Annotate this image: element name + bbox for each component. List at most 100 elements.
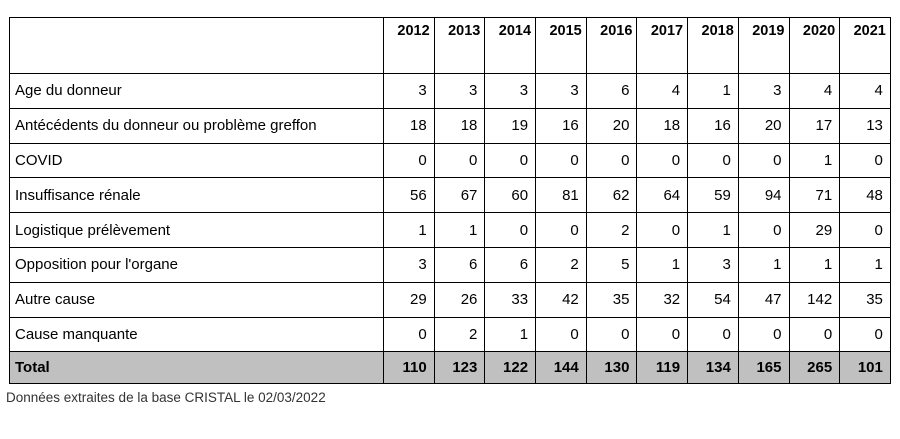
row-label: Age du donneur [9,73,384,109]
row-label: Insuffisance rénale [9,177,384,214]
value-cell: 0 [737,212,790,248]
value-cell: 67 [433,177,486,214]
value-cell: 0 [585,316,638,353]
value-cell: 42 [535,281,587,318]
value-cell: 1 [737,246,790,283]
value-cell: 33 [484,281,537,318]
year-header-2021: 2021 [839,17,891,74]
table-row: Age du donneur 3 3 3 3 6 4 1 3 4 4 [9,73,891,109]
causes-table: 2012 2013 2014 2015 2016 2017 2018 2019 2020 2021… [9,17,891,385]
value-cell: 48 [839,177,891,214]
value-cell: 0 [383,142,435,179]
source-footnote: Données extraites de la base CRISTAL le … [6,390,326,405]
value-cell: 0 [788,316,841,353]
year-header-2016: 2016 [585,17,638,74]
value-cell: 94 [737,177,790,214]
value-cell: 35 [839,281,891,318]
value-cell: 3 [737,73,790,109]
total-value-cell: 165 [737,351,790,385]
value-cell: 13 [839,107,891,144]
value-cell: 5 [585,246,638,283]
value-cell: 29 [788,212,841,248]
value-cell: 4 [788,73,841,109]
year-header-2017: 2017 [636,17,689,74]
table-row: Autre cause 29 26 33 42 35 32 54 47 142 35 [9,281,891,318]
table-row: Insuffisance rénale 56 67 60 81 62 64 59 94 71 48 [9,177,891,214]
value-cell: 6 [433,246,486,283]
value-cell: 0 [839,316,891,353]
value-cell: 3 [383,246,435,283]
row-label: Opposition pour l'organe [9,246,384,283]
value-cell: 3 [433,73,486,109]
value-cell: 1 [687,73,739,109]
value-cell: 54 [687,281,739,318]
value-cell: 35 [585,281,638,318]
value-cell: 2 [585,212,638,248]
value-cell: 0 [433,142,486,179]
total-value-cell: 144 [535,351,587,385]
total-value-cell: 265 [788,351,841,385]
value-cell: 32 [636,281,689,318]
value-cell: 60 [484,177,537,214]
value-cell: 81 [535,177,587,214]
value-cell: 0 [383,316,435,353]
total-value-cell: 110 [383,351,435,385]
value-cell: 0 [636,316,689,353]
total-row: Total 110 123 122 144 130 119 134 165 265 101 [9,351,891,385]
value-cell: 64 [636,177,689,214]
row-label: Logistique prélèvement [9,212,384,248]
table-body: Age du donneur 3 3 3 3 6 4 1 3 4 4 Antécédents du d… [9,73,891,385]
row-label: Antécédents du donneur ou problème greff… [9,107,384,144]
value-cell: 1 [788,142,841,179]
value-cell: 4 [839,73,891,109]
table-row: Antécédents du donneur ou problème greff… [9,107,891,144]
value-cell: 47 [737,281,790,318]
value-cell: 20 [737,107,790,144]
value-cell: 0 [535,142,587,179]
value-cell: 1 [433,212,486,248]
year-header-2018: 2018 [687,17,739,74]
year-header-2019: 2019 [737,17,790,74]
value-cell: 0 [535,212,587,248]
value-cell: 16 [687,107,739,144]
value-cell: 2 [535,246,587,283]
value-cell: 18 [383,107,435,144]
value-cell: 3 [484,73,537,109]
value-cell: 26 [433,281,486,318]
corner-cell [9,17,384,74]
header-row: 2012 2013 2014 2015 2016 2017 2018 2019 2020 2021 [9,17,891,74]
value-cell: 6 [585,73,638,109]
table-row: Opposition pour l'organe 3 6 6 2 5 1 3 1 1 1 [9,246,891,283]
year-header-2013: 2013 [433,17,486,74]
value-cell: 1 [636,246,689,283]
data-table-container: 2012 2013 2014 2015 2016 2017 2018 2019 2020 2021… [9,17,891,385]
value-cell: 1 [484,316,537,353]
value-cell: 4 [636,73,689,109]
table-row: Cause manquante 0 2 1 0 0 0 0 0 0 0 [9,316,891,353]
row-label: Cause manquante [9,316,384,353]
total-value-cell: 101 [839,351,891,385]
value-cell: 59 [687,177,739,214]
total-value-cell: 122 [484,351,537,385]
value-cell: 18 [636,107,689,144]
value-cell: 0 [484,142,537,179]
value-cell: 56 [383,177,435,214]
value-cell: 16 [535,107,587,144]
value-cell: 1 [383,212,435,248]
year-header-2015: 2015 [535,17,587,74]
total-value-cell: 123 [433,351,486,385]
value-cell: 0 [636,212,689,248]
value-cell: 17 [788,107,841,144]
row-label: Autre cause [9,281,384,318]
row-label: COVID [9,142,384,179]
value-cell: 1 [687,212,739,248]
value-cell: 0 [687,316,739,353]
value-cell: 0 [636,142,689,179]
value-cell: 0 [839,212,891,248]
value-cell: 18 [433,107,486,144]
year-header-2020: 2020 [788,17,841,74]
total-value-cell: 130 [585,351,638,385]
value-cell: 3 [687,246,739,283]
value-cell: 20 [585,107,638,144]
value-cell: 3 [535,73,587,109]
